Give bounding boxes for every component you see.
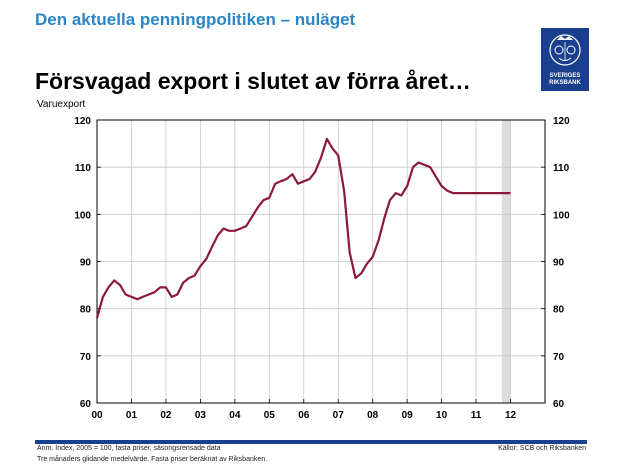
- riksbank-logo: SVERIGES RIKSBANK: [541, 28, 589, 91]
- x-tick-label: 02: [160, 410, 172, 421]
- y-tick-label-left: 100: [74, 210, 91, 221]
- y-tick-label-left: 120: [74, 116, 91, 127]
- slide-title: Försvagad export i slutet av förra året…: [35, 68, 471, 94]
- y-tick-label-left: 90: [80, 258, 92, 269]
- y-tick-label-right: 80: [553, 305, 565, 316]
- y-tick-label-right: 90: [553, 258, 565, 269]
- logo-text-line1: SVERIGES: [549, 73, 581, 79]
- x-tick-label: 00: [91, 410, 103, 421]
- y-tick-label-left: 80: [80, 305, 92, 316]
- slide-header: Den aktuella penningpolitiken – nuläget: [0, 0, 627, 56]
- y-tick-label-right: 120: [553, 116, 570, 127]
- y-tick-label-left: 70: [80, 352, 92, 363]
- source-note: Källor: SCB och Riksbanken: [498, 445, 586, 452]
- plot-frame: [96, 119, 546, 404]
- x-tick-label: 05: [264, 410, 276, 421]
- header-title: Den aktuella penningpolitiken – nuläget: [35, 10, 356, 29]
- x-tick-label: 01: [126, 410, 138, 421]
- y-tick-label-right: 110: [553, 163, 570, 174]
- x-tick-label: 03: [195, 410, 207, 421]
- footnote-line-1: Anm. Index, 2005 = 100, fasta priser, sä…: [37, 445, 221, 452]
- x-tick-label: 09: [402, 410, 414, 421]
- series-line-varuexport: [95, 137, 511, 319]
- y-tick-label-right: 60: [553, 399, 565, 410]
- x-tick-label: 04: [229, 410, 241, 421]
- x-tick-label: 12: [505, 410, 517, 421]
- x-tick-label: 07: [333, 410, 345, 421]
- footer-bar: [35, 440, 587, 444]
- x-tick-label: 10: [436, 410, 448, 421]
- x-tick-label: 08: [367, 410, 379, 421]
- y-tick-label-left: 110: [75, 163, 92, 174]
- y-tick-label-left: 60: [80, 399, 92, 410]
- y-tick-label-right: 70: [553, 352, 565, 363]
- crest-icon: [549, 34, 581, 66]
- footnote-line-2: Tre månaders glidande medelvärde. Fasta …: [37, 456, 268, 463]
- x-tick-label: 06: [298, 410, 310, 421]
- logo-text-line2: RIKSBANK: [549, 80, 581, 86]
- y-tick-label-right: 100: [553, 210, 570, 221]
- chart-subtitle: Varuexport: [37, 99, 86, 110]
- x-tick-label: 11: [471, 410, 482, 421]
